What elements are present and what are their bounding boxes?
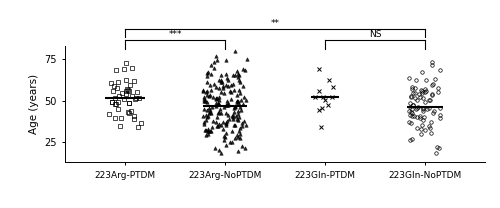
Text: NS: NS [369,30,382,39]
Y-axis label: Age (years): Age (years) [28,74,38,134]
Text: ***: *** [168,30,182,39]
Text: **: ** [270,19,280,28]
